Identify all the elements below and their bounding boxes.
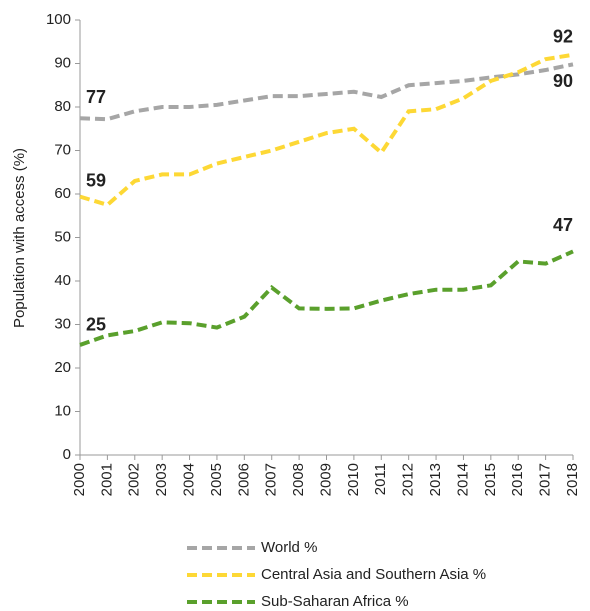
x-tick-label: 2006 (235, 463, 252, 496)
data-label: 25 (86, 315, 106, 335)
x-tick-label: 2014 (454, 463, 471, 496)
legend-label: Sub-Saharan Africa % (261, 593, 409, 610)
y-tick-label: 50 (54, 228, 71, 245)
x-tick-label: 2000 (71, 463, 88, 496)
x-tick-label: 2015 (482, 463, 499, 496)
x-tick-label: 2017 (537, 463, 554, 496)
x-tick-label: 2001 (98, 463, 115, 496)
x-tick-label: 2008 (290, 463, 307, 496)
x-tick-label: 2013 (427, 463, 444, 496)
x-tick-label: 2003 (153, 463, 170, 496)
data-label: 59 (86, 170, 106, 190)
legend-label: World % (261, 539, 317, 556)
line-series (79, 249, 574, 347)
y-tick-label: 10 (54, 402, 71, 419)
x-tick-label: 2009 (317, 463, 334, 496)
x-tick-label: 2012 (400, 463, 417, 496)
x-tick-label: 2002 (126, 463, 143, 496)
data-label: 47 (553, 215, 573, 235)
x-tick-label: 2018 (564, 463, 581, 496)
x-tick-label: 2011 (372, 463, 389, 495)
data-label: 92 (553, 27, 573, 47)
y-tick-label: 80 (54, 98, 71, 115)
line-series (79, 62, 574, 122)
y-tick-label: 90 (54, 54, 71, 71)
data-label: 90 (553, 71, 573, 91)
y-tick-label: 30 (54, 315, 71, 332)
legend-label: Central Asia and Southern Asia % (261, 566, 486, 583)
line-series (79, 52, 574, 208)
y-tick-label: 20 (54, 359, 71, 376)
y-tick-label: 0 (63, 446, 71, 463)
x-tick-label: 2004 (181, 463, 198, 496)
x-tick-label: 2007 (263, 463, 280, 496)
y-axis-label: Population with access (%) (11, 148, 28, 328)
x-tick-label: 2010 (345, 463, 362, 496)
y-tick-label: 100 (46, 11, 71, 28)
y-tick-label: 60 (54, 185, 71, 202)
data-label: 77 (86, 87, 106, 107)
x-tick-label: 2005 (208, 463, 225, 496)
y-tick-label: 70 (54, 141, 71, 158)
y-tick-label: 40 (54, 272, 71, 289)
x-tick-label: 2016 (509, 463, 526, 496)
